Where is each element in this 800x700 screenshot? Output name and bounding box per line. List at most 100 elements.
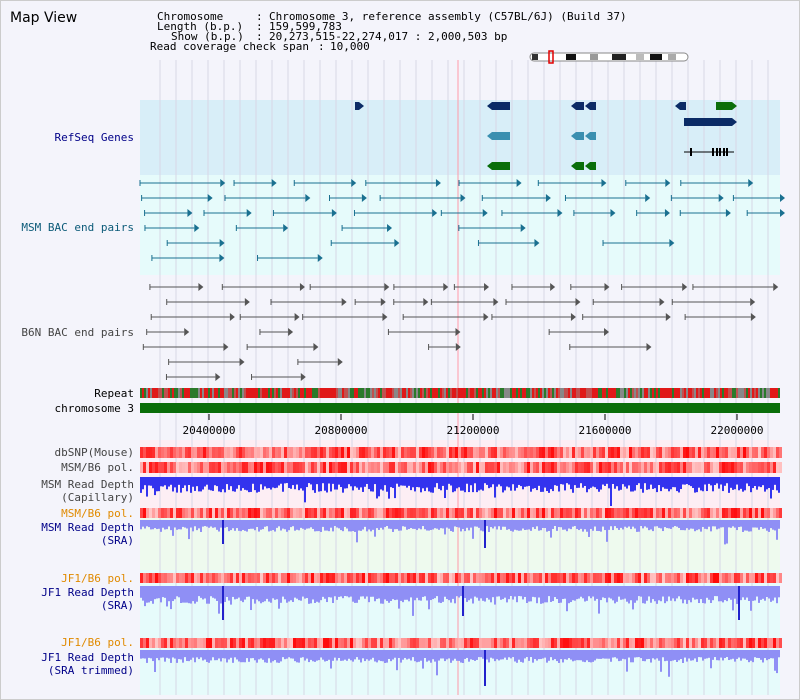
msm-capillary-depth-bar bbox=[334, 477, 336, 490]
msm-b6-pol-heat-cell bbox=[326, 508, 329, 518]
msm-b6-pol-heat-cell bbox=[584, 462, 587, 473]
msm-bac-track-bg bbox=[140, 175, 780, 275]
jf1-sra-depth-bar bbox=[538, 586, 540, 598]
jf1-b6-pol-heat-cell bbox=[215, 638, 218, 648]
dbsnp-heat-cell bbox=[191, 447, 194, 458]
msm-b6-pol-heat-cell bbox=[608, 462, 611, 473]
jf1-b6-pol-heat-cell bbox=[179, 638, 182, 648]
dbsnp-heat-cell bbox=[701, 447, 704, 458]
jf1-trimmed-depth-bar bbox=[270, 650, 272, 663]
gene-direction-icon bbox=[585, 102, 590, 110]
repeat-segment bbox=[420, 388, 422, 398]
msm-b6-pol-heat-cell bbox=[518, 508, 521, 518]
jf1-sra-depth-bar bbox=[260, 586, 262, 604]
jf1-trimmed-depth-bar bbox=[176, 650, 178, 663]
jf1-b6-pol-heat-cell bbox=[287, 573, 290, 583]
jf1-b6-pol-heat-cell bbox=[209, 638, 212, 648]
msm-capillary-depth-bar bbox=[776, 477, 778, 491]
jf1-b6-pol-heat-cell bbox=[371, 573, 374, 583]
jf1-sra-depth-bar bbox=[526, 586, 528, 604]
repeat-segment bbox=[290, 388, 292, 398]
repeat-segment bbox=[380, 388, 382, 398]
jf1-b6-pol-heat-cell bbox=[524, 638, 527, 648]
jf1-sra-depth-bar bbox=[318, 586, 320, 603]
msm-capillary-depth-bar bbox=[716, 477, 718, 484]
jf1-b6-pol-heat-cell bbox=[521, 573, 524, 583]
repeat-segment bbox=[456, 388, 458, 398]
msm-b6-pol-heat-cell bbox=[326, 462, 329, 473]
jf1-sra-depth-bar bbox=[388, 586, 390, 603]
jf1-trimmed-depth-bar bbox=[604, 650, 606, 659]
jf1-sra-depth-bar bbox=[718, 586, 720, 602]
msm-b6-pol-heat-cell bbox=[263, 508, 266, 518]
msm-sra-depth-bar bbox=[728, 520, 730, 528]
repeat-segment bbox=[310, 388, 312, 398]
msm-b6-pol-heat-cell bbox=[305, 508, 308, 518]
jf1-b6-pol-heat-cell bbox=[485, 638, 488, 648]
repeat-segment bbox=[572, 388, 574, 398]
msm-b6-pol-heat-cell bbox=[599, 508, 602, 518]
jf1-sra-depth-bar bbox=[544, 586, 546, 603]
msm-b6-pol-heat-cell bbox=[563, 508, 566, 518]
msm-b6-pol-heat-cell bbox=[539, 462, 542, 473]
msm-b6-pol-heat-cell bbox=[203, 508, 206, 518]
msm-sra-depth-bar bbox=[338, 520, 340, 529]
jf1-b6-pol-heat-cell bbox=[341, 638, 344, 648]
msm-b6-pol-heat-cell bbox=[359, 462, 362, 473]
jf1-b6-pol-heat-cell bbox=[404, 573, 407, 583]
msm-sra-depth-bar bbox=[636, 520, 638, 532]
repeat-segment bbox=[660, 388, 662, 398]
msm-capillary-depth-bar bbox=[350, 477, 352, 487]
msm-b6-pol-heat-cell bbox=[692, 508, 695, 518]
msm-b6-pol-heat-cell bbox=[701, 462, 704, 473]
jf1-sra-depth-bar bbox=[616, 586, 618, 602]
dbsnp-heat-cell bbox=[647, 447, 650, 458]
jf1-sra-depth-bar bbox=[582, 586, 584, 599]
jf1-trimmed-depth-bar bbox=[482, 650, 484, 659]
jf1-sra-depth-bar bbox=[320, 586, 322, 601]
jf1-sra-depth-bar bbox=[450, 586, 452, 603]
jf1-b6-pol-heat-cell bbox=[224, 638, 227, 648]
msm-b6-pol-heat-cell bbox=[779, 508, 782, 518]
msm-capillary-depth-bar bbox=[520, 477, 522, 487]
jf1-sra-depth-bar bbox=[518, 586, 520, 597]
dbsnp-heat-cell bbox=[149, 447, 152, 458]
repeat-segment bbox=[614, 388, 616, 398]
dbsnp-heat-cell bbox=[518, 447, 521, 458]
jf1-sra-depth-bar bbox=[296, 586, 298, 599]
msm-capillary-depth-bar bbox=[656, 477, 658, 493]
msm-sra-depth-bar bbox=[224, 520, 226, 528]
msm-b6-pol-heat-cell bbox=[317, 508, 320, 518]
repeat-segment bbox=[186, 388, 188, 398]
jf1-sra-depth-bar bbox=[696, 586, 698, 600]
repeat-segment bbox=[544, 388, 546, 398]
msm-b6-pol-heat-cell bbox=[755, 508, 758, 518]
msm-capillary-depth-bar bbox=[142, 477, 144, 490]
track-label-dbsnp: dbSNP(Mouse) bbox=[54, 446, 134, 459]
repeat-segment bbox=[258, 388, 260, 398]
msm-sra-depth-bar bbox=[632, 520, 634, 527]
msm-b6-pol-heat-cell bbox=[620, 462, 623, 473]
jf1-b6-pol-heat-cell bbox=[773, 573, 776, 583]
msm-b6-pol-heat-cell bbox=[257, 508, 260, 518]
msm-bac-pair-end-icon bbox=[305, 194, 311, 202]
jf1-trimmed-depth-bar bbox=[428, 650, 430, 661]
jf1-b6-pol-heat-cell bbox=[290, 573, 293, 583]
msm-b6-pol-heat-cell bbox=[710, 508, 713, 518]
jf1-sra-depth-bar bbox=[146, 586, 148, 603]
gene-direction-icon bbox=[487, 102, 492, 110]
jf1-sra-depth-bar bbox=[204, 586, 206, 599]
repeat-segment bbox=[356, 388, 358, 398]
msm-sra-depth-bar bbox=[554, 520, 556, 527]
jf1-b6-pol-heat-cell bbox=[233, 573, 236, 583]
jf1-trimmed-depth-bar bbox=[212, 650, 214, 658]
msm-capillary-depth-bar bbox=[630, 477, 632, 492]
jf1-trimmed-depth-bar bbox=[582, 650, 584, 662]
msm-b6-pol-heat-cell bbox=[380, 508, 383, 518]
msm-sra-depth-bar bbox=[508, 520, 510, 530]
msm-capillary-depth-bar bbox=[730, 477, 732, 488]
jf1-sra-depth-bar bbox=[322, 586, 324, 597]
repeat-segment bbox=[340, 388, 342, 398]
msm-b6-pol-heat-cell bbox=[374, 508, 377, 518]
